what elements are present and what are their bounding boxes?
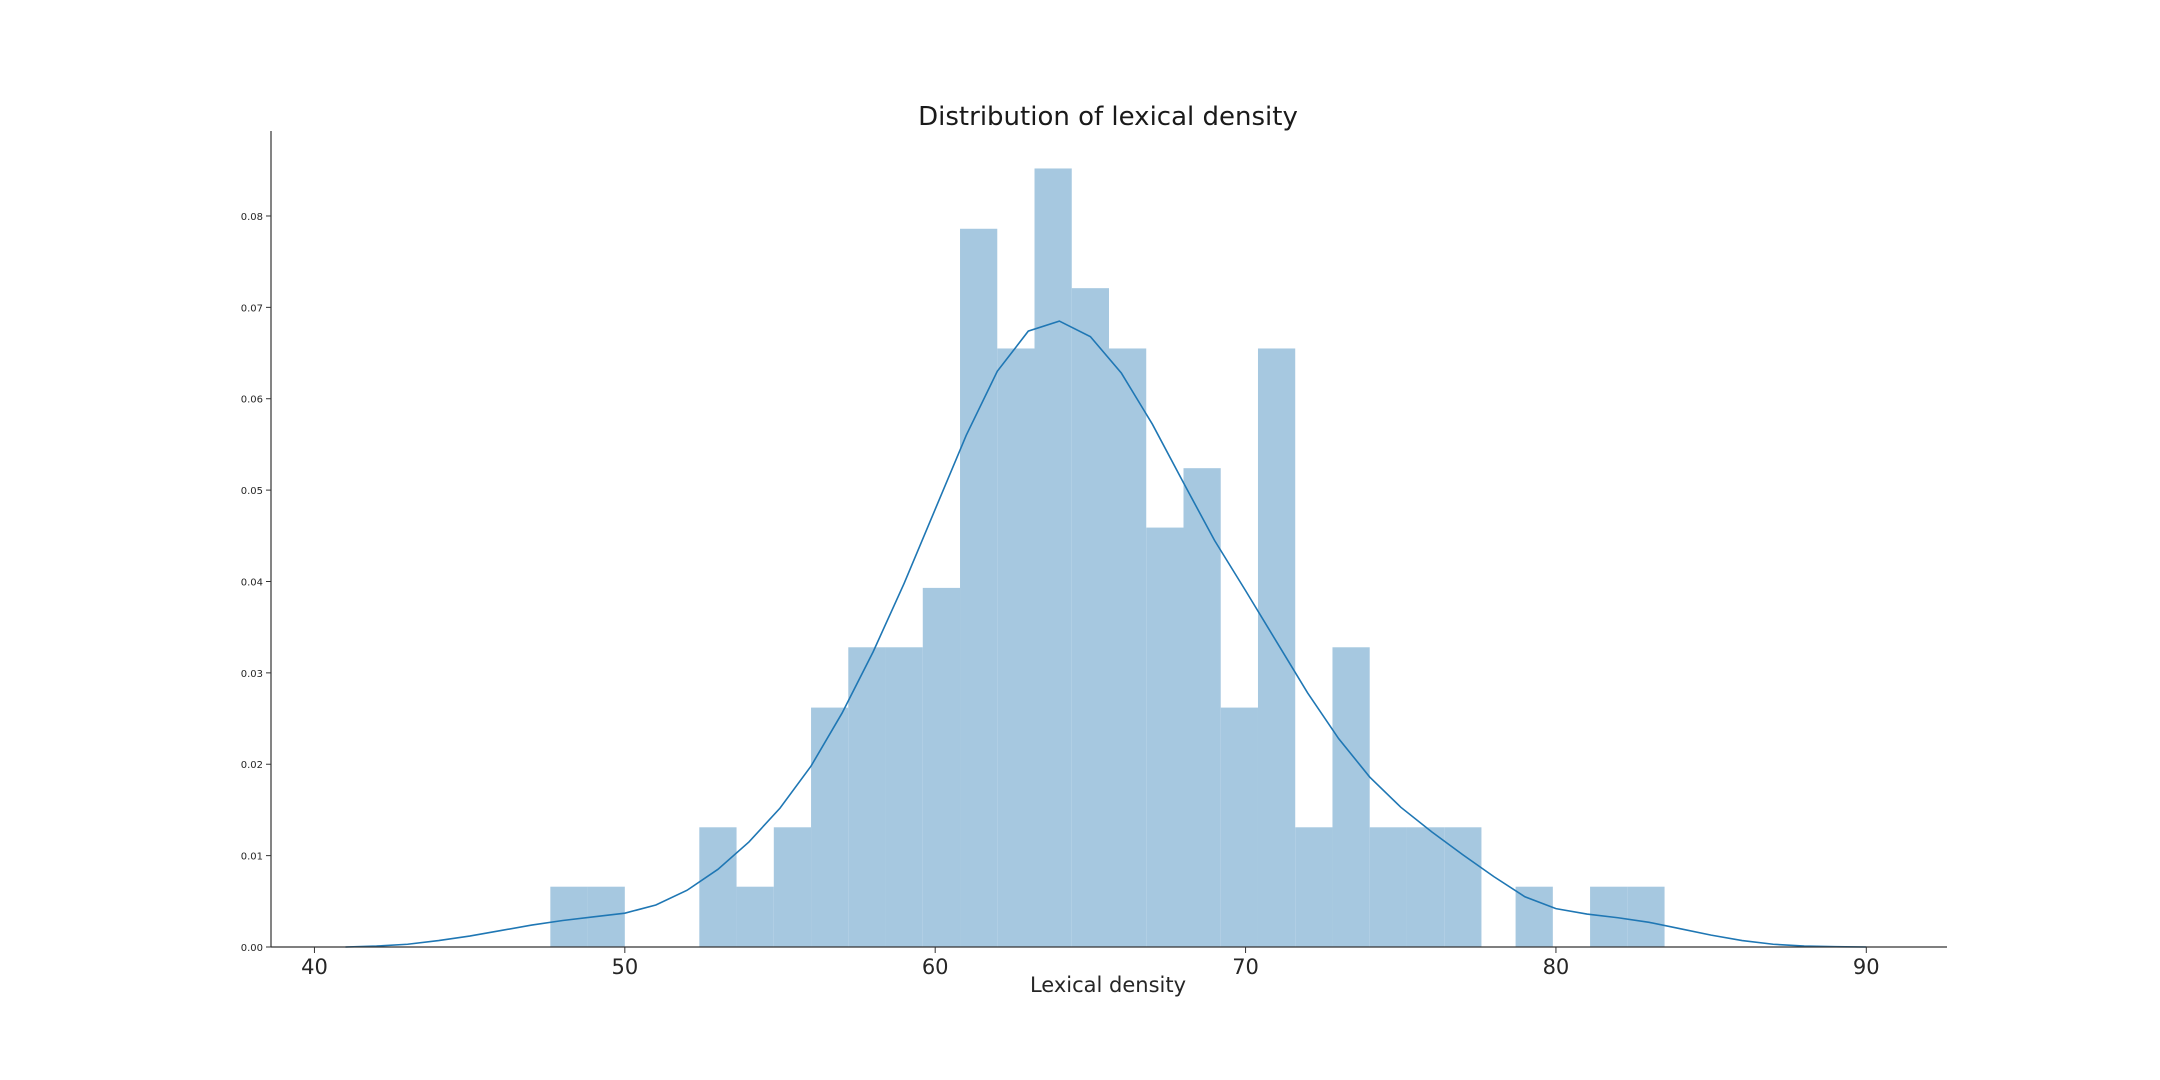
histogram-bar <box>922 587 961 947</box>
histogram-bar <box>1146 527 1184 947</box>
y-tick-label: 0.06 <box>241 395 263 406</box>
histogram-bar <box>811 707 849 947</box>
histogram-bar <box>1627 886 1665 947</box>
x-tick-label: 40 <box>301 955 328 979</box>
y-tick-label: 0.05 <box>241 486 263 497</box>
kde-curve <box>345 320 1867 948</box>
y-tick-label: 0.07 <box>241 303 263 314</box>
y-tick-label: 0.01 <box>241 852 263 863</box>
y-tick-label: 0.02 <box>241 760 263 771</box>
histogram-bar <box>1332 647 1370 947</box>
histogram-bar <box>699 827 737 947</box>
x-tick-label: 70 <box>1232 955 1259 979</box>
histogram-bar <box>736 886 774 947</box>
chart-title: Distribution of lexical density <box>918 102 1298 132</box>
histogram-bar <box>1183 468 1221 947</box>
histogram-bar <box>848 647 886 947</box>
histogram-bar <box>1406 827 1445 947</box>
histogram-bar <box>960 228 998 947</box>
histogram-bar <box>997 348 1035 947</box>
histogram-bars <box>550 168 1665 948</box>
y-tick-label: 0.08 <box>241 212 263 223</box>
x-tick-label: 90 <box>1853 955 1880 979</box>
x-tick-label: 50 <box>611 955 638 979</box>
histogram-bar <box>1295 827 1333 947</box>
histogram-bar <box>773 827 812 947</box>
histogram-bar <box>1444 827 1482 947</box>
histogram-bar <box>1109 348 1147 947</box>
x-tick-label: 80 <box>1543 955 1570 979</box>
x-tick-label: 60 <box>922 955 949 979</box>
y-tick-label: 0.04 <box>241 577 263 588</box>
histogram-bar <box>1034 168 1072 947</box>
histogram-bar <box>885 647 923 947</box>
histogram-bar <box>1257 348 1296 947</box>
histogram-bar <box>1515 886 1553 947</box>
histogram-bar <box>1071 288 1109 948</box>
histogram-bar <box>1369 827 1407 947</box>
x-axis-label: Lexical density <box>1030 973 1186 997</box>
y-tick-label: 0.03 <box>241 669 263 680</box>
x-axis-ticks: 40 50 60 70 80 90 <box>301 947 1880 979</box>
histogram-bar <box>550 886 588 947</box>
histogram-bar <box>1220 707 1258 947</box>
y-tick-label: 0.00 <box>241 943 263 954</box>
y-axis-ticks: 0.00 0.01 0.02 0.03 0.04 0.05 0.06 0.07 0.08 <box>241 212 271 954</box>
